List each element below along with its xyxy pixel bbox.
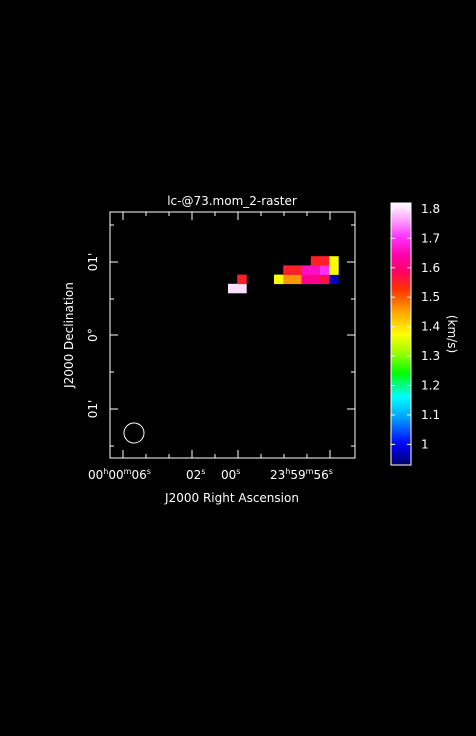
y-tick-label-1: 0°: [86, 328, 100, 342]
colorbar-tick-label-7: 1.7: [421, 231, 440, 245]
raster-pixels: [228, 256, 339, 294]
colorbar-tick-label-4: 1.4: [421, 320, 440, 334]
colorbar-tick-label-0: 1: [421, 437, 429, 451]
raster-pixel-2: [237, 274, 247, 285]
raster-pixel-15: [329, 265, 339, 275]
raster-pixel-0: [228, 283, 238, 294]
plot-frame: [109, 211, 356, 459]
colorbar-tick-label-2: 1.2: [421, 379, 440, 393]
raster-pixel-13: [310, 265, 321, 275]
x-tick-label-3: 23h59m56s: [270, 467, 333, 482]
x-axis-label: J2000 Right Ascension: [164, 491, 299, 505]
colorbar-tick-label-3: 1.3: [421, 349, 440, 363]
beam-circle: [123, 422, 145, 444]
colorbar-label: (km/s): [445, 315, 459, 353]
raster-pixel-12: [301, 265, 312, 275]
raster-pixel-4: [283, 274, 293, 285]
raster-pixel-18: [329, 256, 339, 266]
raster-pixel-5: [292, 274, 302, 285]
x-tick-label-0: 00h00m06s: [88, 467, 151, 482]
colorbar-tick-label-1: 1.1: [421, 408, 440, 422]
x-tick-label-2: 00s: [221, 467, 240, 482]
colorbar-tick-label-5: 1.5: [421, 290, 440, 304]
raster-pixel-7: [310, 274, 321, 285]
raster-pixel-8: [320, 274, 330, 285]
raster-pixel-11: [292, 265, 302, 275]
raster-pixel-14: [320, 265, 330, 275]
y-axis-label: J2000 Declination: [62, 282, 76, 389]
colorbar-tick-label-8: 1.8: [421, 202, 440, 216]
raster-pixel-3: [274, 274, 284, 285]
colorbar: [390, 202, 412, 466]
raster-pixel-6: [301, 274, 312, 285]
x-tick-label-1: 02s: [186, 467, 205, 482]
y-tick-label-0: 01': [86, 253, 100, 272]
colorbar-ticks: 1 1.1 1.2 1.3 1.4 1.5 1.6 1.7 1.8: [391, 202, 440, 451]
raster-pixel-10: [283, 265, 293, 275]
colorbar-tick-label-6: 1.6: [421, 261, 440, 275]
axis-ticks: [110, 212, 355, 458]
raster-pixel-17: [320, 256, 330, 266]
chart-title: lc-@73.mom_2-raster: [167, 194, 297, 208]
raster-pixel-16: [310, 256, 321, 266]
y-tick-label-2: 01': [86, 400, 100, 419]
raster-pixel-1: [237, 283, 247, 294]
raster-pixel-9: [329, 274, 339, 285]
